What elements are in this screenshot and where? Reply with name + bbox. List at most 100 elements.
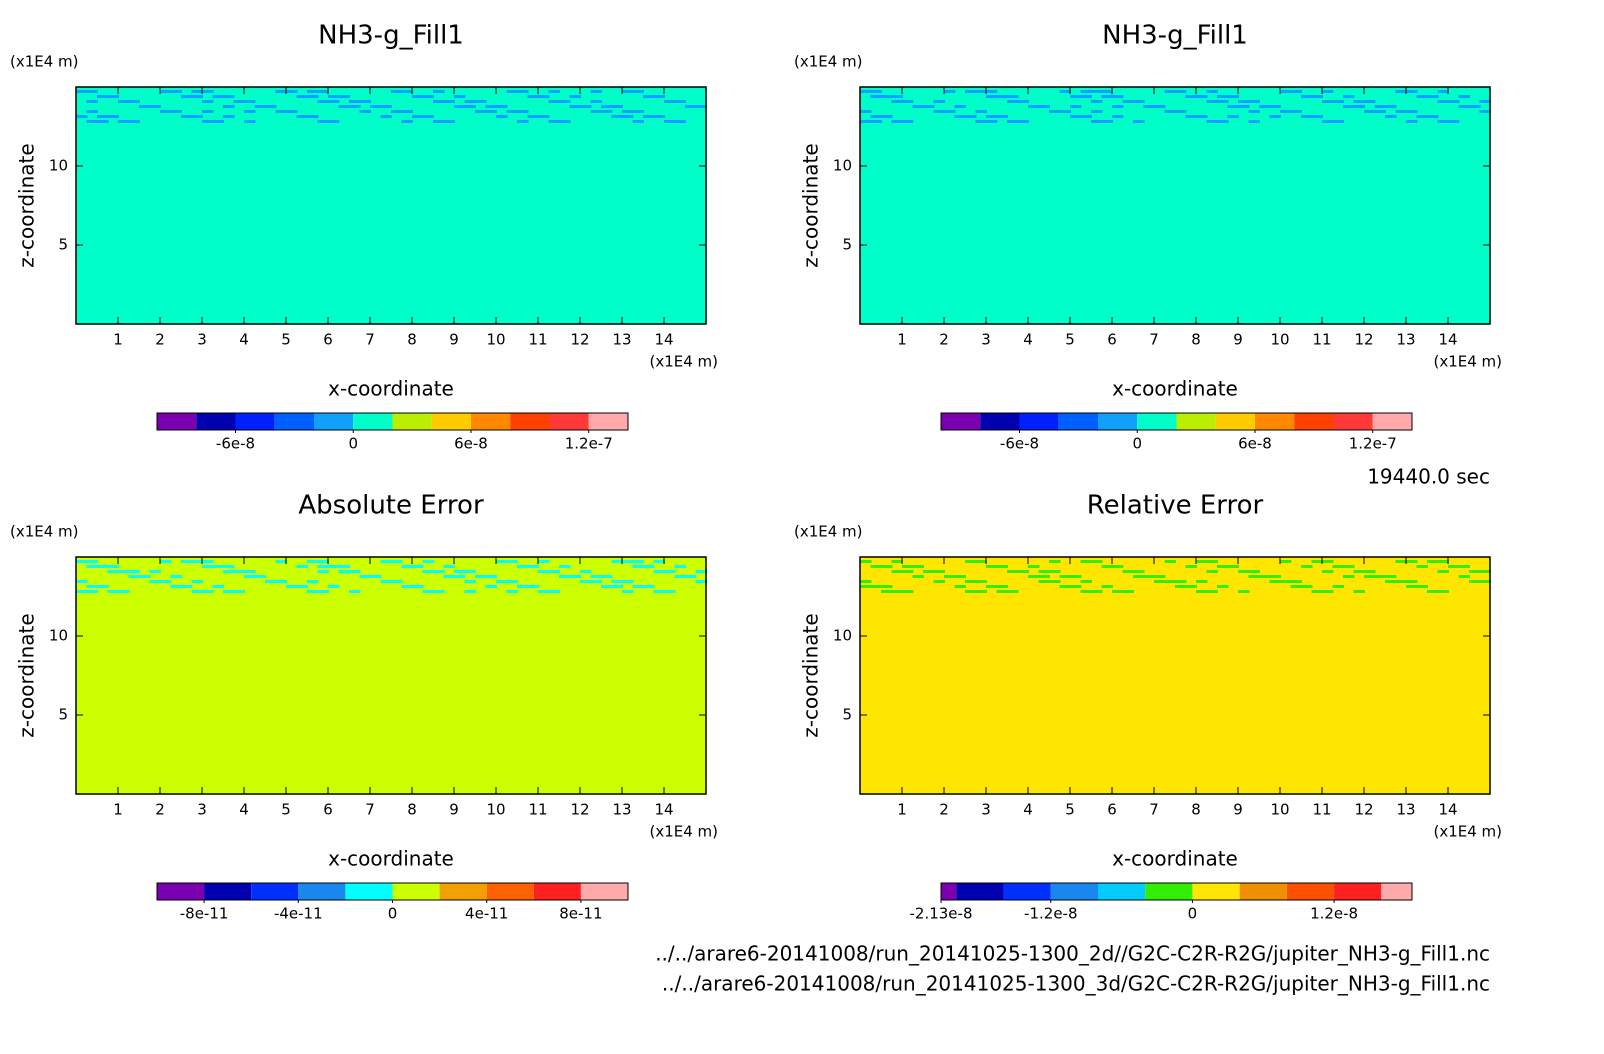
x-tick-label: 12 [1354, 801, 1373, 819]
x-tick-label: 4 [239, 801, 249, 819]
contour-band [401, 585, 413, 588]
contour-band [933, 110, 945, 113]
x-axis-label: x-coordinate [328, 847, 454, 871]
x-tick-label: 8 [1191, 801, 1201, 819]
contour-band [317, 570, 329, 573]
contour-band [1427, 560, 1439, 563]
contour-band [181, 560, 193, 563]
colorbar-tick-label: 8e-11 [559, 905, 602, 923]
contour-band [1028, 105, 1040, 108]
contour-band [454, 95, 466, 98]
contour-band [870, 90, 882, 93]
contour-band [1206, 120, 1218, 123]
contour-band [370, 575, 382, 578]
x-tick-label: 1 [113, 801, 123, 819]
contour-band [170, 585, 182, 588]
x-tick-label: 9 [1233, 331, 1243, 349]
y-axis-label: z-coordinate [799, 613, 823, 737]
contour-band [912, 565, 924, 568]
contour-band [1416, 95, 1428, 98]
x-tick-label: 7 [1149, 801, 1159, 819]
contour-band [1122, 570, 1134, 573]
contour-band [975, 590, 987, 593]
contour-band [275, 110, 287, 113]
y-tick-label: 10 [833, 627, 852, 645]
contour-band [359, 110, 371, 113]
colorbar-segment [157, 883, 205, 900]
contour-band [1059, 585, 1071, 588]
y-axis-label: z-coordinate [15, 613, 39, 737]
contour-band [1469, 105, 1481, 108]
contour-band [475, 100, 487, 103]
contour-band [611, 585, 623, 588]
contour-band [1395, 560, 1407, 563]
contour-band [1080, 580, 1092, 583]
y-tick-label: 10 [833, 157, 852, 175]
contour-band [1112, 565, 1124, 568]
contour-band [685, 105, 697, 108]
contour-band [622, 590, 634, 593]
contour-band [317, 590, 329, 593]
contour-band [674, 565, 686, 568]
x-tick-label: 13 [1396, 331, 1415, 349]
contour-band [1059, 110, 1071, 113]
colorbar-segment [580, 883, 628, 900]
contour-band [933, 580, 945, 583]
file-path: ../../arare6-20141008/run_20141025-1300_… [655, 942, 1490, 966]
contour-band [433, 100, 445, 103]
contour-field [76, 557, 706, 794]
contour-band [860, 90, 872, 93]
colorbar-segment [314, 413, 354, 430]
contour-band [1206, 90, 1218, 93]
contour-band [412, 115, 424, 118]
contour-field [76, 87, 706, 324]
contour-band [1028, 575, 1040, 578]
contour-band [548, 90, 560, 93]
contour-band [286, 585, 298, 588]
colorbar-segment [1239, 883, 1287, 900]
x-unit: (x1E4 m) [1433, 353, 1502, 371]
contour-band [1322, 570, 1334, 573]
contour-band [233, 590, 245, 593]
contour-band [1322, 560, 1334, 563]
contour-band [653, 560, 665, 563]
contour-band [954, 575, 966, 578]
contour-band [891, 590, 903, 593]
x-axis-label: x-coordinate [1112, 847, 1238, 871]
contour-band [1448, 565, 1460, 568]
chart-title: Relative Error [1087, 491, 1264, 521]
contour-band [860, 585, 872, 588]
contour-band [653, 570, 665, 573]
contour-band [307, 115, 319, 118]
colorbar-segment [157, 413, 197, 430]
contour-band [1017, 100, 1029, 103]
contour-band [433, 590, 445, 593]
contour-band [223, 115, 235, 118]
contour-band [223, 565, 235, 568]
contour-band [1437, 100, 1449, 103]
contour-band [996, 95, 1008, 98]
contour-band [1007, 95, 1019, 98]
contour-band [902, 120, 914, 123]
contour-band [97, 120, 109, 123]
contour-band [86, 120, 98, 123]
contour-band [1185, 95, 1197, 98]
contour-band [506, 90, 518, 93]
contour-band [548, 590, 560, 593]
contour-band [622, 110, 634, 113]
y-unit: (x1E4 m) [10, 523, 79, 541]
contour-band [653, 115, 665, 118]
contour-band [76, 590, 88, 593]
contour-band [954, 585, 966, 588]
contour-band [296, 95, 308, 98]
x-tick-label: 10 [486, 331, 505, 349]
contour-band [191, 95, 203, 98]
contour-band [1332, 565, 1344, 568]
contour-band [1458, 565, 1470, 568]
contour-band [1248, 575, 1260, 578]
contour-band [1101, 90, 1113, 93]
colorbar-segment [533, 883, 581, 900]
contour-band [1290, 580, 1302, 583]
contour-band [1154, 580, 1166, 583]
contour-band [223, 590, 235, 593]
